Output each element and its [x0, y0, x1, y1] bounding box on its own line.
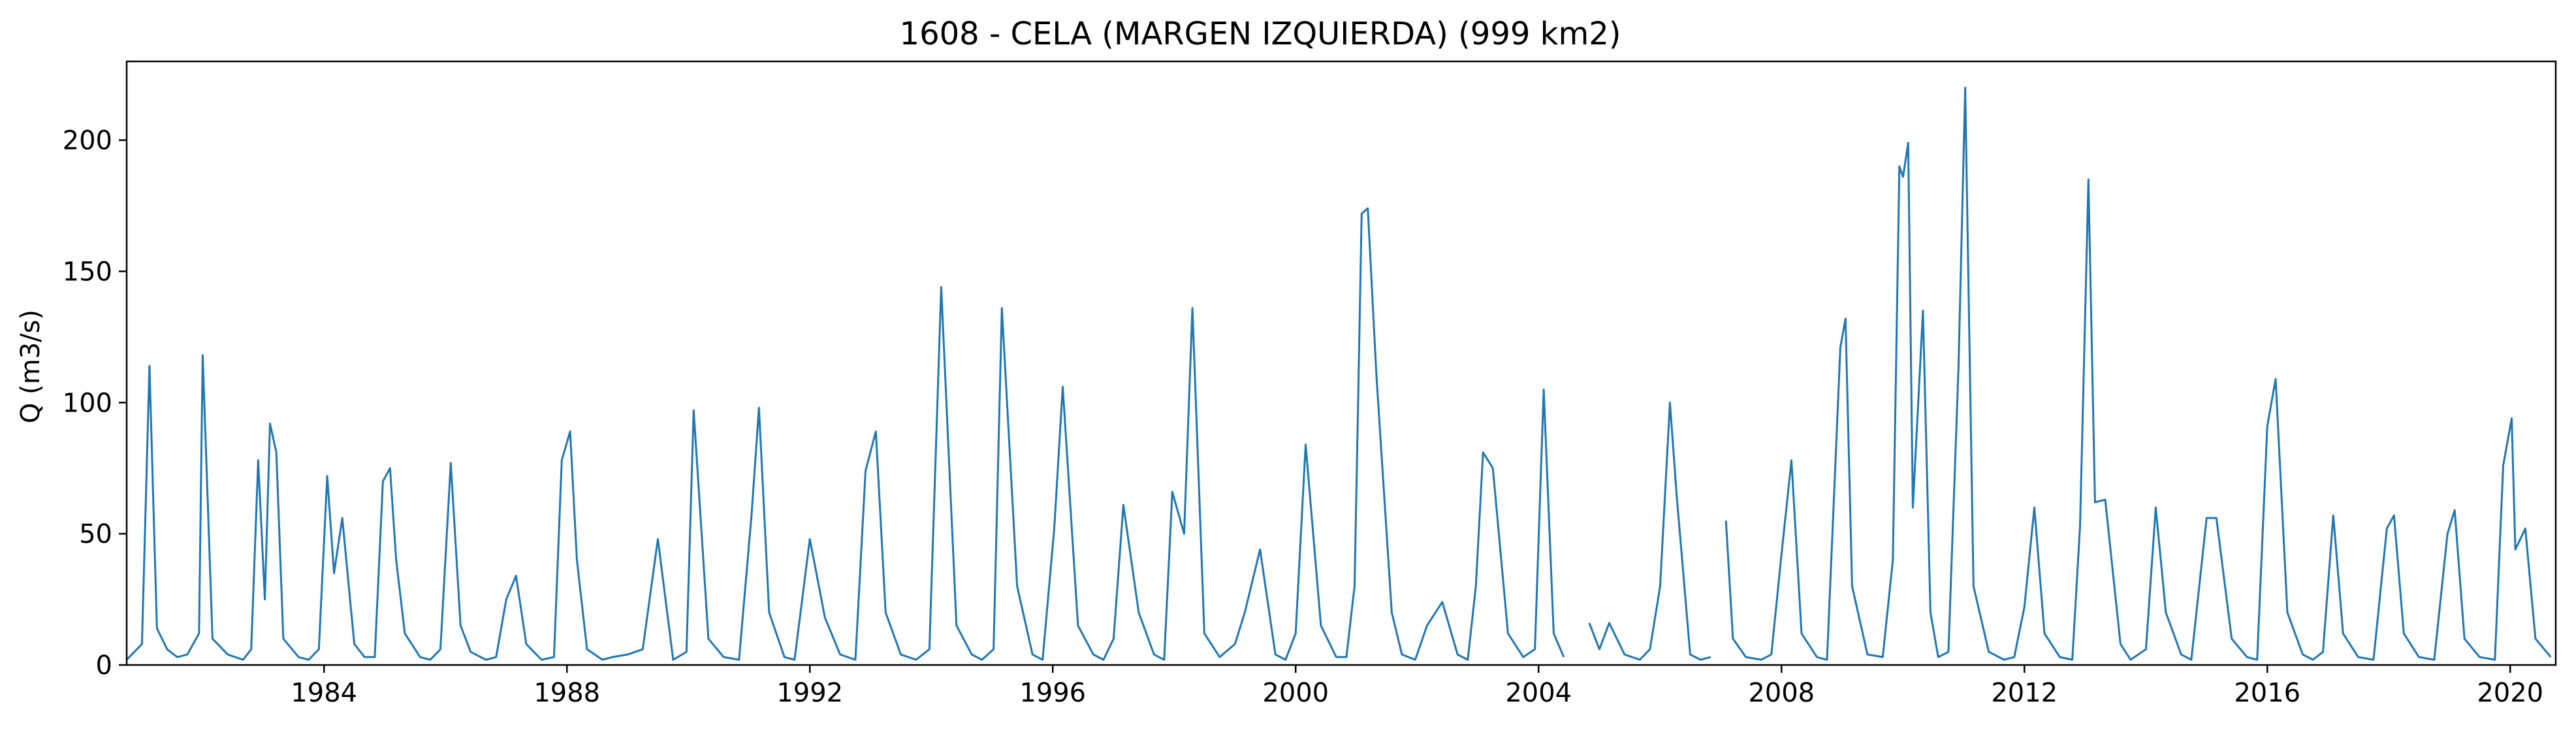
x-tick-label: 2016 — [2234, 678, 2300, 708]
y-tick-label: 150 — [63, 257, 112, 287]
y-tick-label: 0 — [96, 651, 112, 681]
y-tick-label: 100 — [63, 388, 112, 418]
x-tick-label: 1988 — [533, 678, 600, 708]
flow-series-line-1 — [125, 207, 1565, 661]
plot-frame — [125, 60, 2557, 666]
x-tick-label: 2020 — [2477, 678, 2543, 708]
x-axis: 1984 1988 1992 1996 2000 2004 2008 2012 2016 2020 — [291, 665, 2543, 708]
y-tick-label: 200 — [63, 126, 112, 156]
flow-series-line-3 — [1725, 86, 2552, 661]
x-tick-label: 2004 — [1505, 678, 1572, 708]
x-tick-label: 1996 — [1019, 678, 1086, 708]
y-axis: 0 50 100 150 200 — [63, 126, 127, 681]
x-tick-label: 2008 — [1748, 678, 1815, 708]
y-axis-label: Q (m3/s) — [16, 310, 46, 423]
y-tick-label: 50 — [79, 519, 112, 549]
flow-series-line-2 — [1588, 401, 1711, 661]
plot-area — [125, 60, 2557, 666]
chart-title: 1608 - CELA (MARGEN IZQUIERDA) (999 km2) — [900, 16, 1621, 52]
x-tick-label: 1992 — [776, 678, 843, 708]
x-tick-label: 1984 — [291, 678, 357, 708]
x-tick-label: 2012 — [1991, 678, 2058, 708]
x-tick-label: 2000 — [1262, 678, 1329, 708]
